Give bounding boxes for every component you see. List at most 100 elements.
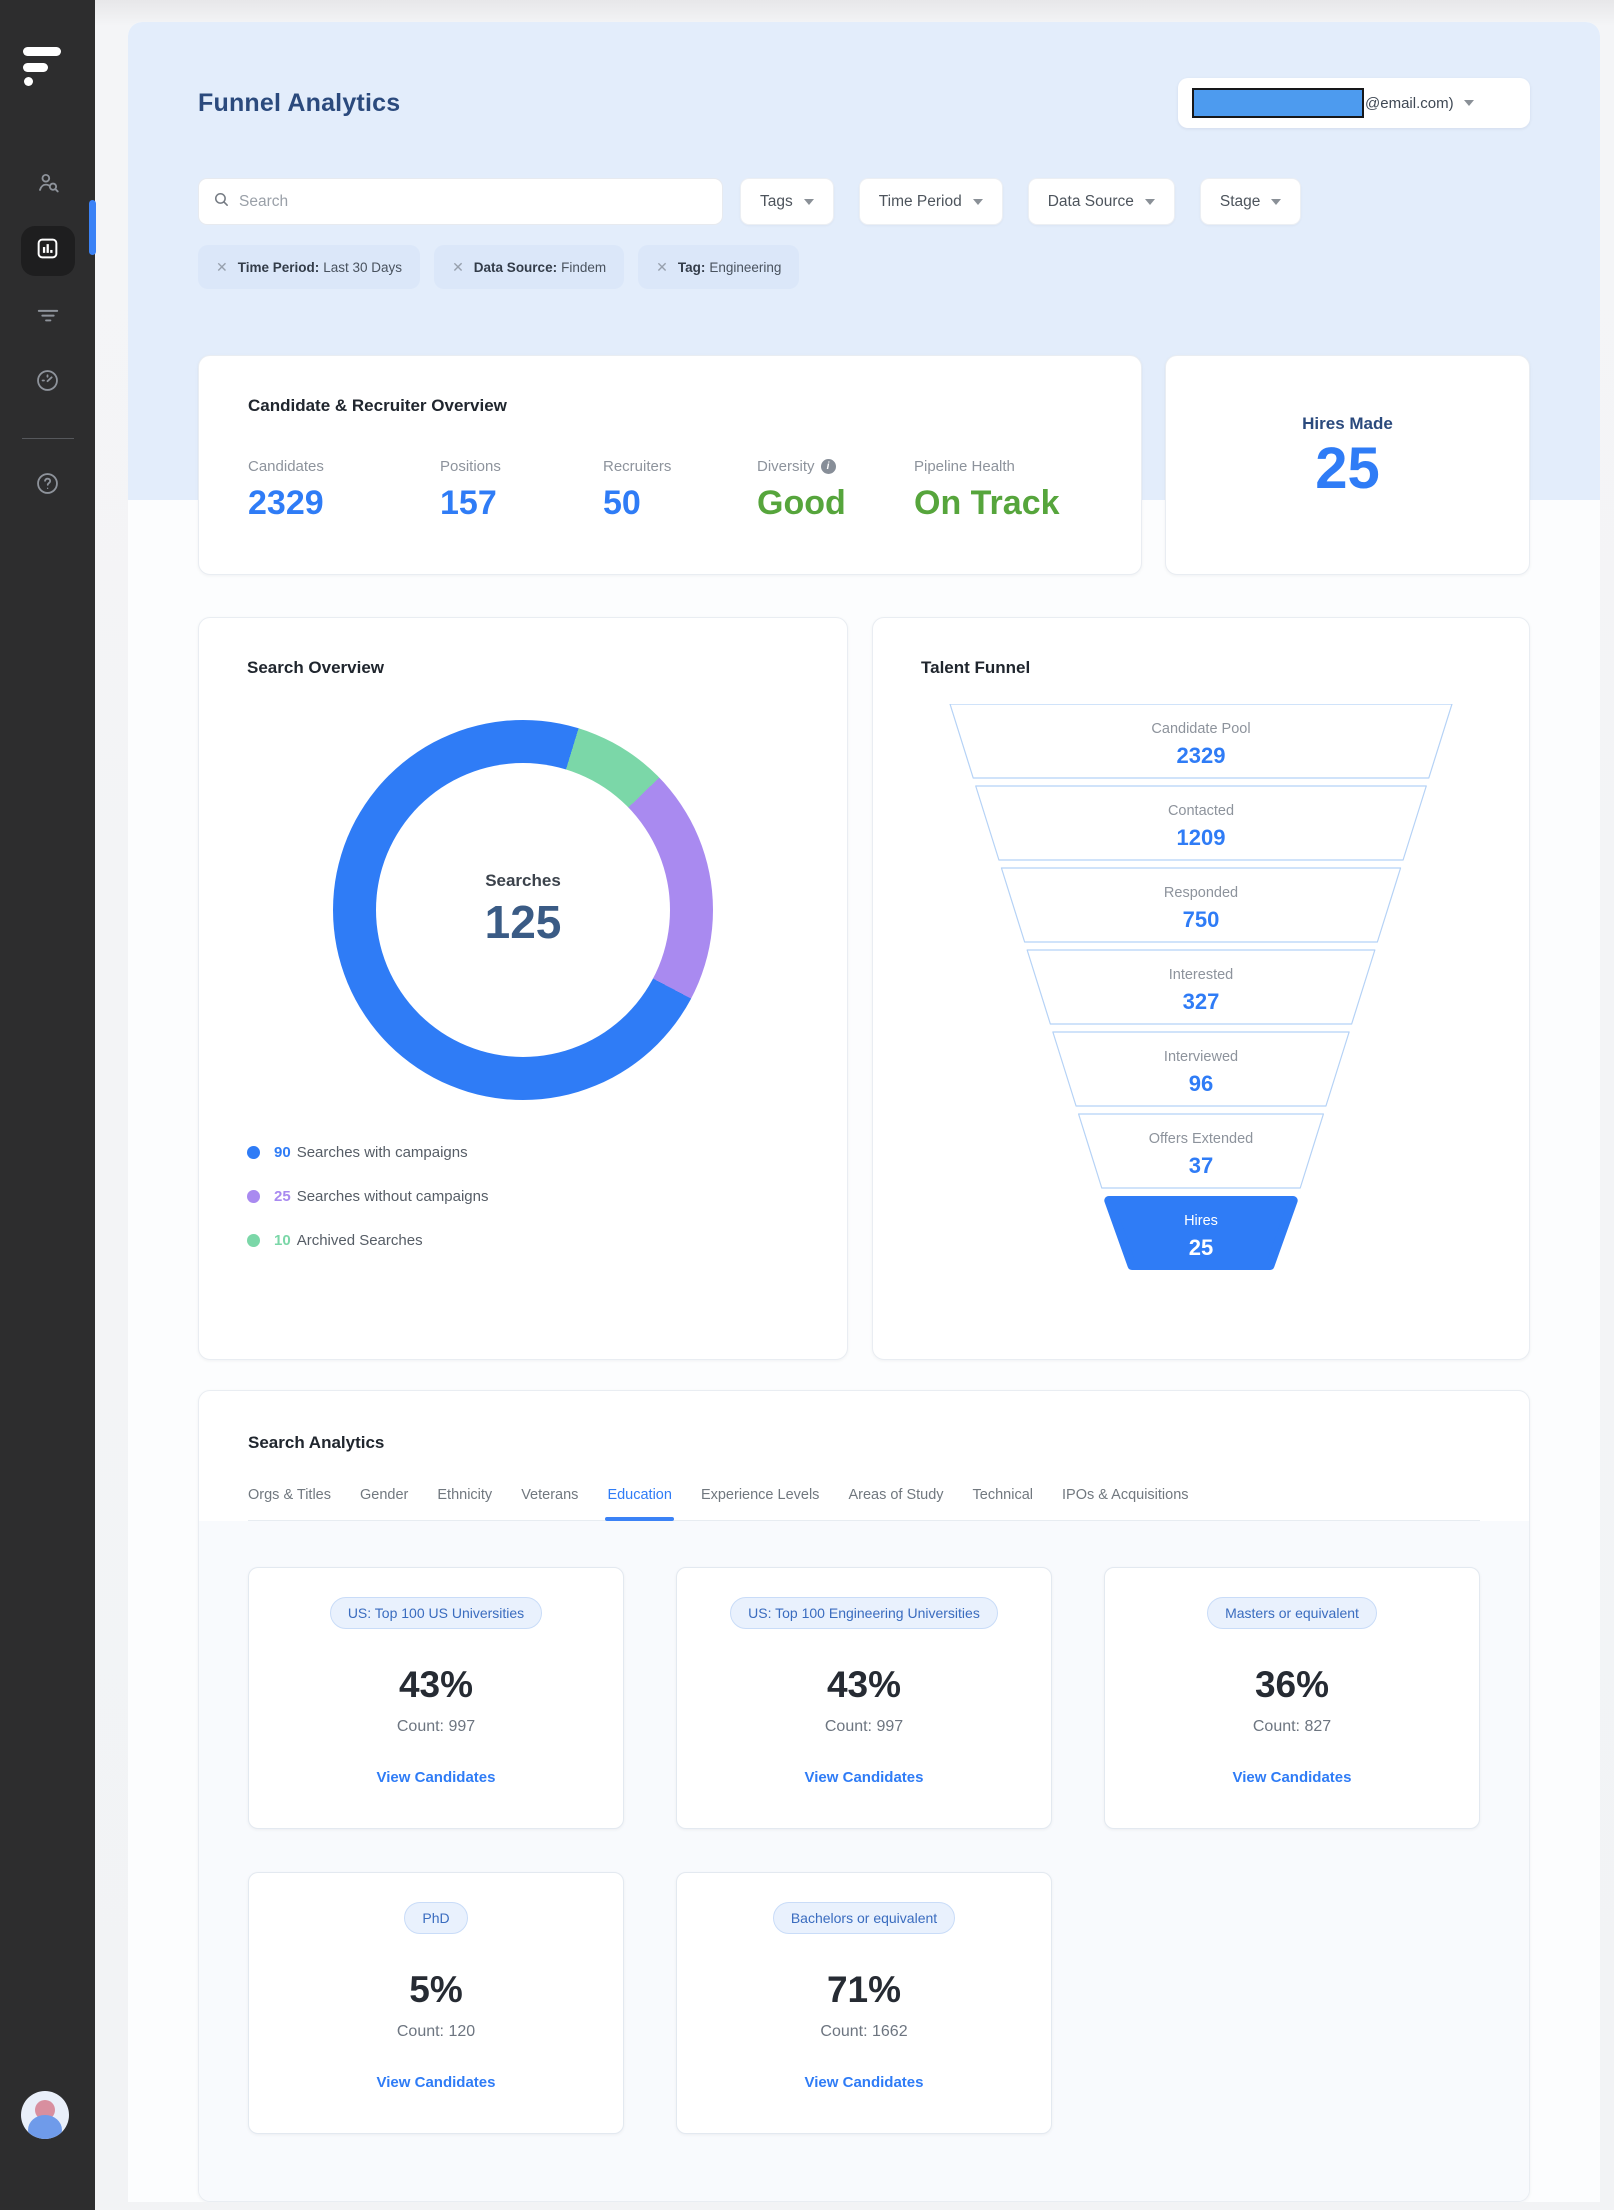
- sidebar-item-dashboard[interactable]: [21, 358, 75, 408]
- education-card: US: Top 100 Engineering Universities 43% C…: [676, 1567, 1052, 1829]
- view-candidates-link[interactable]: View Candidates: [1232, 1769, 1352, 1786]
- funnel-stage-value: 2329: [1177, 743, 1226, 768]
- education-card: PhD 5% Count: 120 View Candidates: [248, 1872, 624, 2134]
- user-avatar[interactable]: [21, 2091, 69, 2139]
- overview-title: Candidate & Recruiter Overview: [248, 396, 507, 415]
- tab-orgs-titles[interactable]: Orgs & Titles: [248, 1487, 331, 1503]
- tab-experience-levels[interactable]: Experience Levels: [700, 1487, 820, 1503]
- education-card: Masters or equivalent 36% Count: 827 View C…: [1104, 1567, 1480, 1829]
- funnel-stage-interested[interactable]: [1026, 949, 1376, 1025]
- search-input[interactable]: [239, 192, 708, 211]
- stat-value: 50: [603, 484, 641, 522]
- stat-label: Pipeline Health: [914, 458, 1015, 475]
- filter-dropdown-label: Data Source: [1047, 192, 1134, 210]
- filter-chip: ✕ Time Period: Last 30 Days: [198, 245, 421, 289]
- filter-dropdown-stage[interactable]: Stage: [1199, 178, 1302, 225]
- education-percent: 5%: [409, 1969, 463, 2010]
- gauge-icon: [34, 367, 61, 399]
- funnel-stage-candidate-pool[interactable]: [949, 704, 1453, 779]
- view-candidates-link[interactable]: View Candidates: [376, 1769, 496, 1786]
- view-candidates-link[interactable]: View Candidates: [804, 1769, 924, 1786]
- legend-item: 90 Searches with campaigns: [247, 1144, 799, 1161]
- search-analytics-card: Search Analytics Orgs & Titles Gender Ethn…: [198, 1390, 1530, 2202]
- sidebar-item-analytics[interactable]: [20, 226, 75, 276]
- remove-filter-icon[interactable]: ✕: [216, 258, 228, 275]
- legend-item: 10 Archived Searches: [247, 1232, 799, 1249]
- legend-value: 25: [274, 1188, 291, 1205]
- sidebar-item-filters[interactable]: [21, 292, 75, 342]
- filters-row: Tags Time Period Data Source Stage: [198, 178, 1530, 225]
- findem-logo: [23, 47, 61, 86]
- tab-technical[interactable]: Technical: [972, 1487, 1033, 1503]
- page-header: Funnel Analytics @email.com): [198, 22, 1530, 128]
- filter-chip: ✕ Tag: Engineering: [638, 245, 800, 289]
- filter-lines-icon: [35, 302, 61, 333]
- legend-label: Searches with campaigns: [296, 1144, 468, 1161]
- tab-ipos-acquisitions[interactable]: IPOs & Acquisitions: [1062, 1487, 1189, 1503]
- education-badge: US: Top 100 US Universities: [329, 1597, 543, 1629]
- stat-positions: Positions 157: [440, 458, 603, 523]
- funnel-stage-value: 25: [1189, 1235, 1213, 1260]
- stat-pipeline-health: Pipeline Health On Track: [914, 458, 1060, 523]
- sidebar-nav: [0, 160, 95, 527]
- education-badge: Masters or equivalent: [1207, 1597, 1377, 1629]
- sidebar-item-help[interactable]: [21, 461, 75, 511]
- education-count: Count: 997: [396, 1718, 476, 1735]
- analytics-bars-icon: [35, 236, 60, 266]
- sidebar-item-people-search[interactable]: [21, 160, 75, 210]
- search-box[interactable]: [198, 178, 723, 225]
- stat-label: Positions: [440, 458, 501, 475]
- filter-chip-value: Last 30 Days: [323, 259, 403, 275]
- stat-candidates: Candidates 2329: [248, 458, 440, 523]
- education-percent: 43%: [398, 1664, 474, 1705]
- education-count: Count: 1662: [820, 2023, 908, 2040]
- funnel-stage-label: Interviewed: [1164, 1049, 1238, 1065]
- page-title: Funnel Analytics: [198, 88, 401, 117]
- filter-chip-label: Tag:: [677, 259, 706, 275]
- donut-center-value: 125: [484, 896, 562, 948]
- filter-chip: ✕ Data Source: Findem: [434, 245, 625, 289]
- account-menu[interactable]: @email.com): [1178, 78, 1530, 128]
- view-candidates-link[interactable]: View Candidates: [804, 2074, 924, 2091]
- funnel-stage-offers-extended[interactable]: [1077, 1113, 1325, 1189]
- funnel-stage-label: Candidate Pool: [1151, 721, 1250, 737]
- view-candidates-link[interactable]: View Candidates: [376, 2074, 496, 2091]
- legend-value: 10: [274, 1232, 291, 1249]
- tab-veterans[interactable]: Veterans: [521, 1487, 579, 1503]
- filter-chip-label: Time Period:: [237, 259, 320, 275]
- talent-funnel-title: Talent Funnel: [921, 658, 1031, 677]
- legend-dot: [247, 1190, 260, 1203]
- legend-label: Searches without campaigns: [296, 1188, 489, 1205]
- filter-chip-value: Findem: [561, 259, 607, 275]
- remove-filter-icon[interactable]: ✕: [452, 258, 464, 275]
- filter-chip-label: Data Source:: [473, 259, 558, 275]
- filter-dropdown-label: Time Period: [878, 192, 962, 210]
- funnel-stage-responded[interactable]: [1000, 867, 1402, 943]
- funnel-stage-value: 750: [1183, 907, 1220, 932]
- filter-dropdown-tags[interactable]: Tags: [740, 178, 834, 225]
- funnel-stage-hires[interactable]: [1104, 1196, 1298, 1270]
- tab-areas-of-study[interactable]: Areas of Study: [848, 1487, 944, 1503]
- remove-filter-icon[interactable]: ✕: [656, 258, 668, 275]
- education-percent: 36%: [1254, 1664, 1330, 1705]
- stat-label: Recruiters: [603, 458, 672, 475]
- stat-value: On Track: [914, 484, 1060, 522]
- people-search-icon: [35, 170, 61, 201]
- tab-education[interactable]: Education: [605, 1487, 674, 1521]
- stat-label: Candidates: [248, 458, 324, 475]
- filter-dropdown-time-period[interactable]: Time Period: [858, 178, 1003, 225]
- funnel-stage-value: 37: [1189, 1153, 1213, 1178]
- funnel-stage-contacted[interactable]: [975, 785, 1427, 861]
- filter-dropdown-data-source[interactable]: Data Source: [1027, 178, 1175, 225]
- funnel-stage-label: Interested: [1169, 967, 1234, 983]
- funnel-stage-label: Offers Extended: [1149, 1131, 1254, 1147]
- chevron-down-icon: [972, 198, 983, 205]
- overview-row: Candidate & Recruiter Overview Candidate…: [198, 355, 1530, 575]
- hires-made-value: 25: [1315, 436, 1380, 501]
- funnel-stage-interviewed[interactable]: [1052, 1031, 1350, 1107]
- charts-row: Search Overview Searches 125 90 Searches …: [198, 617, 1530, 1360]
- education-cards-grid: US: Top 100 US Universities 43% Count: 997…: [199, 1521, 1529, 2201]
- tab-ethnicity[interactable]: Ethnicity: [437, 1487, 493, 1503]
- talent-funnel-card: Talent Funnel Candidate Pool 2329 Contacte…: [872, 617, 1530, 1360]
- tab-gender[interactable]: Gender: [360, 1487, 409, 1503]
